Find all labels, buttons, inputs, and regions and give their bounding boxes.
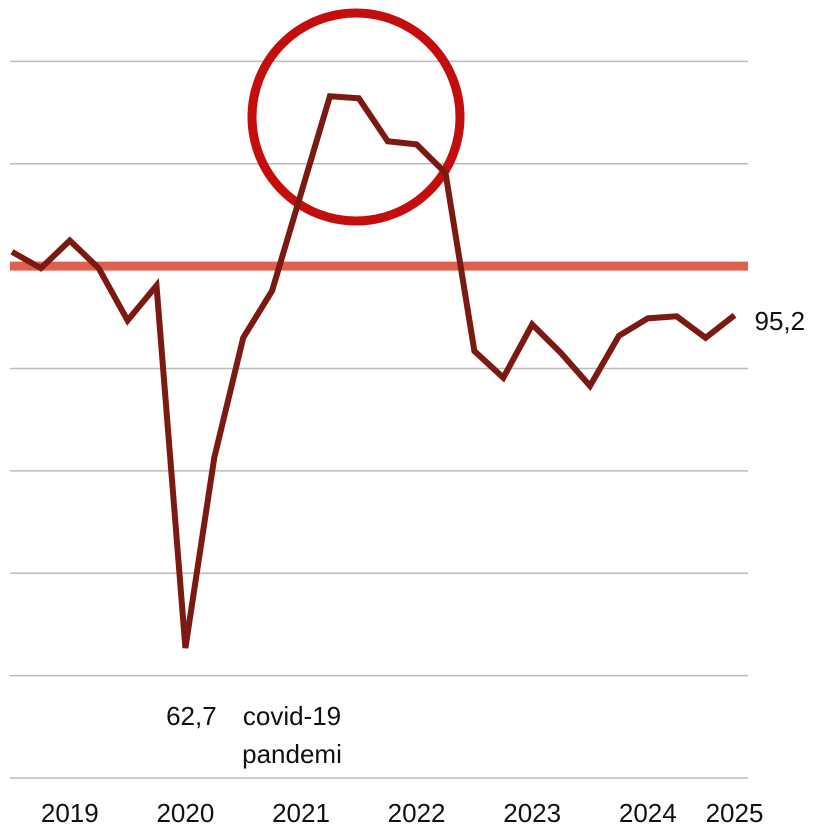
annotation: pandemi <box>242 739 342 769</box>
value-label: 62,7 <box>166 701 217 731</box>
value-label: 95,2 <box>755 306 806 336</box>
x-tick-label: 2020 <box>156 798 214 828</box>
x-tick-label: 2022 <box>388 798 446 828</box>
x-tick-label: 2023 <box>503 798 561 828</box>
x-tick-label: 2021 <box>272 798 330 828</box>
x-tick-label: 2025 <box>706 798 764 828</box>
x-tick-label: 2024 <box>619 798 677 828</box>
highlight-circle <box>247 8 465 226</box>
line <box>10 93 737 649</box>
annotation: covid-19 <box>243 701 341 731</box>
x-tick-label: 2019 <box>41 798 99 828</box>
